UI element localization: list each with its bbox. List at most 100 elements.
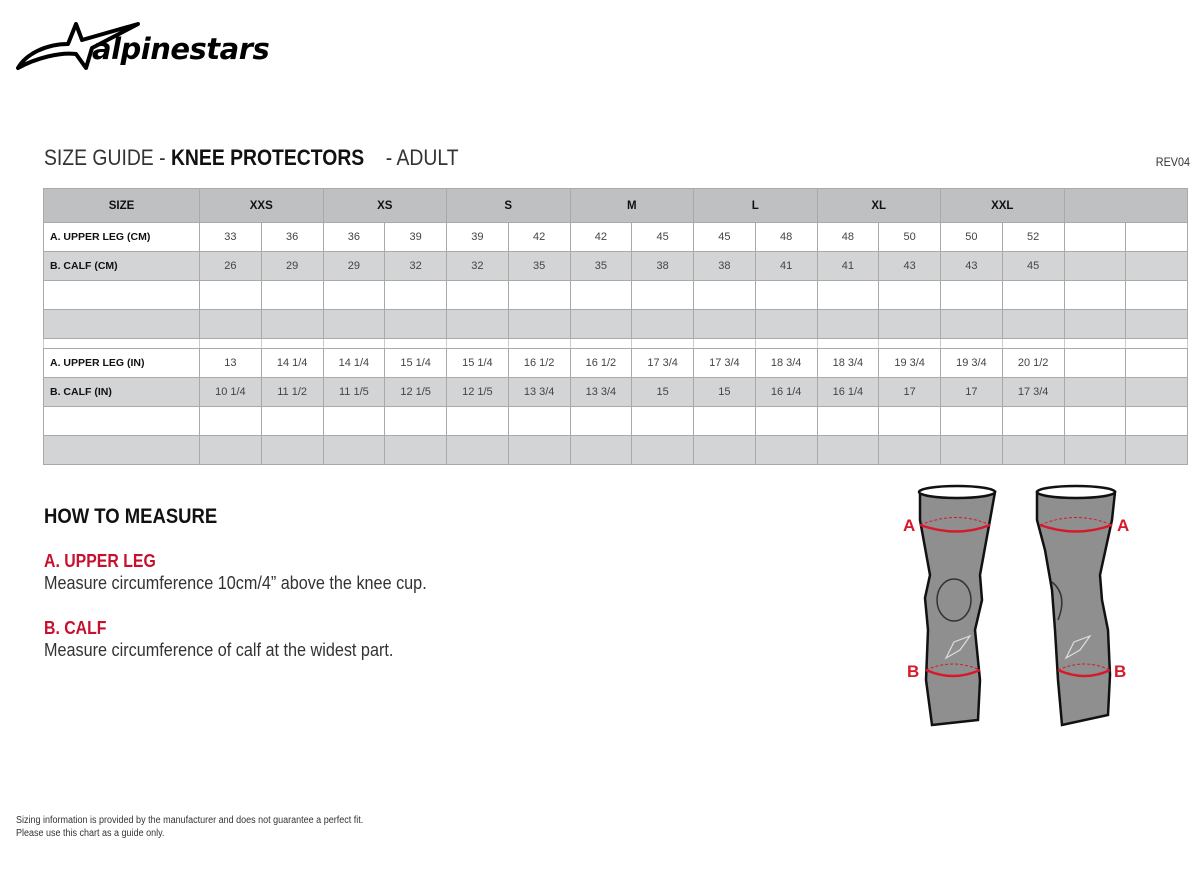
table-cell <box>199 435 262 465</box>
front-leg-illustration <box>917 484 997 727</box>
table-row: A. UPPER LEG (CM) 33 36 36 39 39 42 42 45 45 48 48 5… <box>43 222 1188 252</box>
table-cell <box>199 280 262 310</box>
table-cell <box>1001 435 1065 465</box>
size-header-xs: XS <box>322 188 447 223</box>
table-cell: 17 <box>878 377 941 407</box>
table-cell <box>1001 406 1065 436</box>
table-cell <box>1063 280 1127 310</box>
size-header-l: L <box>693 188 818 223</box>
table-cell: 20 1/2 <box>1001 348 1065 378</box>
table-cell: 14 1/4 <box>260 348 324 378</box>
spacer-row <box>43 338 1188 349</box>
table-cell: 16 1/4 <box>754 377 818 407</box>
table-cell <box>260 406 324 436</box>
table-cell: 14 1/4 <box>322 348 386 378</box>
table-cell: 36 <box>260 222 324 252</box>
table-cell <box>754 406 818 436</box>
table-cell: 15 1/4 <box>384 348 447 378</box>
table-cell <box>693 435 756 465</box>
row-label <box>43 309 200 339</box>
table-cell <box>199 406 262 436</box>
table-cell: 19 3/4 <box>940 348 1003 378</box>
table-cell <box>754 309 818 339</box>
table-cell <box>260 280 324 310</box>
table-cell: 41 <box>816 251 880 281</box>
table-cell: 29 <box>322 251 386 281</box>
table-cell: 15 1/4 <box>446 348 509 378</box>
table-cell: 41 <box>754 251 818 281</box>
row-label: A. UPPER LEG (CM) <box>43 222 200 252</box>
table-cell: 45 <box>1001 251 1065 281</box>
table-cell <box>693 280 756 310</box>
size-header-xxl: XXL <box>940 188 1065 223</box>
table-cell <box>1063 406 1127 436</box>
row-label <box>43 406 200 436</box>
table-cell <box>384 309 447 339</box>
table-cell: 11 1/2 <box>260 377 324 407</box>
table-cell <box>199 309 262 339</box>
alpinestars-star-logo-icon <box>16 22 140 70</box>
size-header-s: S <box>446 188 571 223</box>
knee-measurement-diagram: A B A B <box>903 484 1129 727</box>
table-cell <box>322 406 386 436</box>
table-cell <box>631 309 694 339</box>
table-cell: 15 <box>693 377 756 407</box>
table-cell <box>260 309 324 339</box>
table-cell <box>322 435 386 465</box>
table-cell: 13 <box>199 348 262 378</box>
table-cell <box>878 435 941 465</box>
table-cell: 10 1/4 <box>199 377 262 407</box>
table-cell <box>1125 377 1188 407</box>
star-icon <box>944 634 972 660</box>
table-cell: 35 <box>569 251 633 281</box>
table-cell <box>446 406 509 436</box>
table-cell: 45 <box>693 222 756 252</box>
row-label <box>43 280 200 310</box>
table-cell <box>569 435 633 465</box>
table-cell: 13 3/4 <box>569 377 633 407</box>
table-cell <box>1125 435 1188 465</box>
table-cell: 38 <box>631 251 694 281</box>
table-cell: 17 3/4 <box>631 348 694 378</box>
table-cell <box>1063 348 1127 378</box>
table-cell <box>878 406 941 436</box>
table-cell: 48 <box>816 222 880 252</box>
table-cell <box>816 280 880 310</box>
page-title: SIZE GUIDE - KNEE PROTECTORS - ADULT <box>44 145 459 170</box>
table-cell: 15 <box>631 377 694 407</box>
table-cell <box>1125 348 1188 378</box>
table-cell <box>1063 377 1127 407</box>
table-row <box>43 309 1188 339</box>
table-cell: 42 <box>507 222 571 252</box>
row-label: A. UPPER LEG (IN) <box>43 348 200 378</box>
table-cell <box>569 309 633 339</box>
table-cell: 36 <box>322 222 386 252</box>
table-cell <box>816 435 880 465</box>
table-cell <box>1125 251 1188 281</box>
table-cell: 26 <box>199 251 262 281</box>
upper-leg-heading: A. UPPER LEG <box>44 551 156 571</box>
table-cell: 17 3/4 <box>693 348 756 378</box>
table-row <box>43 406 1188 436</box>
table-cell <box>1063 309 1127 339</box>
table-cell: 35 <box>507 251 571 281</box>
table-cell: 17 3/4 <box>1001 377 1065 407</box>
calf-heading: B. CALF <box>44 618 107 638</box>
table-cell: 32 <box>384 251 447 281</box>
table-cell: 38 <box>693 251 756 281</box>
table-cell <box>940 406 1003 436</box>
table-row: B. CALF (CM) 26 29 29 32 32 35 35 38 38 41 41 43 43 45 <box>43 251 1188 281</box>
table-cell <box>940 309 1003 339</box>
disclaimer-line-2: Please use this chart as a guide only. <box>16 828 165 839</box>
table-cell <box>940 435 1003 465</box>
row-label: B. CALF (CM) <box>43 251 200 281</box>
table-cell <box>1125 309 1188 339</box>
how-to-measure-heading: HOW TO MEASURE <box>44 505 218 528</box>
table-cell: 50 <box>878 222 941 252</box>
table-cell <box>693 309 756 339</box>
table-cell: 48 <box>754 222 818 252</box>
revision-label: REV04 <box>1155 155 1190 169</box>
table-cell <box>446 280 509 310</box>
table-cell <box>384 435 447 465</box>
